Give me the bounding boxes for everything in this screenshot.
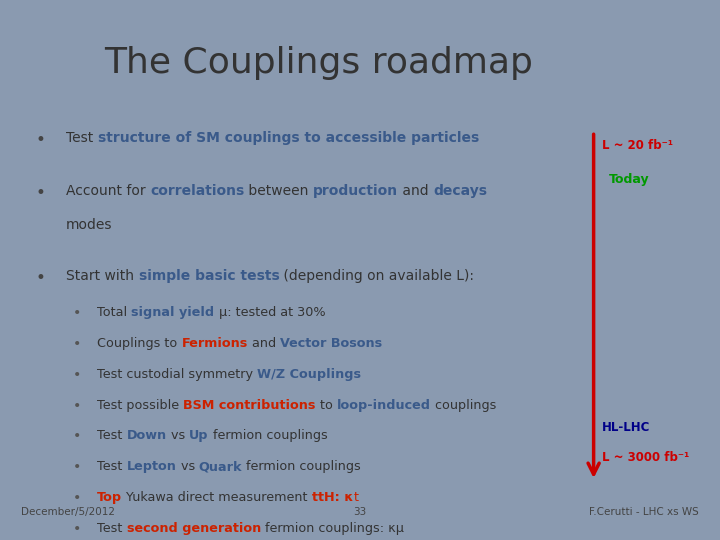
Text: fermion couplings: fermion couplings	[243, 460, 361, 473]
Text: •: •	[73, 399, 81, 413]
Text: Test: Test	[66, 131, 98, 145]
Text: between: between	[245, 184, 313, 198]
Text: Quark: Quark	[199, 460, 243, 473]
Text: simple basic tests: simple basic tests	[139, 268, 279, 282]
Text: •: •	[73, 306, 81, 320]
Text: •: •	[35, 131, 45, 150]
Text: HL-LHC: HL-LHC	[602, 421, 650, 434]
Text: Down: Down	[127, 429, 167, 442]
Text: Lepton: Lepton	[127, 460, 176, 473]
Text: (depending on available L):: (depending on available L):	[279, 268, 474, 282]
Text: and: and	[248, 337, 280, 350]
Text: Yukawa direct measurement: Yukawa direct measurement	[122, 491, 312, 504]
Text: Top: Top	[97, 491, 122, 504]
Text: second generation: second generation	[127, 522, 261, 535]
Text: Up: Up	[189, 429, 209, 442]
Text: Vector Bosons: Vector Bosons	[280, 337, 382, 350]
Text: Test: Test	[97, 429, 127, 442]
Text: Total: Total	[97, 306, 132, 319]
Text: Fermions: Fermions	[181, 337, 248, 350]
Text: Start with: Start with	[66, 268, 139, 282]
Text: BSM contributions: BSM contributions	[184, 399, 316, 411]
Text: •: •	[73, 337, 81, 351]
Text: •: •	[73, 429, 81, 443]
Text: F.Cerutti - LHC xs WS: F.Cerutti - LHC xs WS	[589, 507, 698, 517]
Text: Test possible: Test possible	[97, 399, 184, 411]
Text: Test custodial symmetry: Test custodial symmetry	[97, 368, 257, 381]
Text: •: •	[73, 491, 81, 505]
Text: loop-induced: loop-induced	[337, 399, 431, 411]
Text: 33: 33	[354, 507, 366, 517]
Text: L ~ 20 fb⁻¹: L ~ 20 fb⁻¹	[602, 139, 673, 152]
Text: production: production	[313, 184, 398, 198]
Text: fermion couplings: fermion couplings	[209, 429, 328, 442]
Text: vs: vs	[167, 429, 189, 442]
Text: •: •	[73, 460, 81, 474]
Text: structure of SM couplings to accessible particles: structure of SM couplings to accessible …	[98, 131, 479, 145]
Text: Couplings to: Couplings to	[97, 337, 181, 350]
Text: December/5/2012: December/5/2012	[22, 507, 115, 517]
Text: •: •	[35, 184, 45, 202]
Text: ttH: κ: ttH: κ	[312, 491, 354, 504]
Text: L ~ 3000 fb⁻¹: L ~ 3000 fb⁻¹	[602, 451, 689, 464]
Text: •: •	[73, 522, 81, 536]
Text: μ: tested at 30%: μ: tested at 30%	[215, 306, 325, 319]
Text: correlations: correlations	[150, 184, 245, 198]
Text: to: to	[316, 399, 337, 411]
Text: signal yield: signal yield	[132, 306, 215, 319]
Text: Test: Test	[97, 460, 127, 473]
Text: and: and	[398, 184, 433, 198]
Text: The Couplings roadmap: The Couplings roadmap	[104, 46, 533, 80]
Text: •: •	[73, 368, 81, 382]
Text: t: t	[354, 491, 359, 504]
Text: Account for: Account for	[66, 184, 150, 198]
Text: vs: vs	[176, 460, 199, 473]
Text: •: •	[35, 268, 45, 287]
Text: couplings: couplings	[431, 399, 496, 411]
Text: decays: decays	[433, 184, 487, 198]
Text: modes: modes	[66, 218, 113, 232]
Text: Test: Test	[97, 522, 127, 535]
Text: Today: Today	[609, 173, 649, 186]
Text: W/Z Couplings: W/Z Couplings	[257, 368, 361, 381]
Text: fermion couplings: κμ: fermion couplings: κμ	[261, 522, 404, 535]
